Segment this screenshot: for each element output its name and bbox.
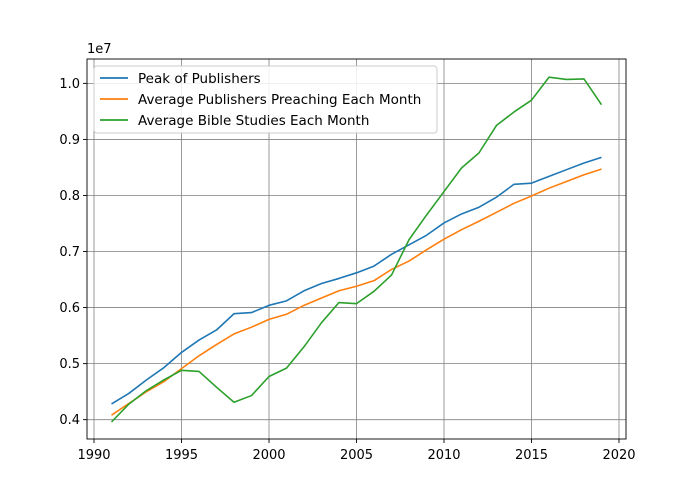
legend-label: Peak of Publishers — [138, 71, 261, 87]
y-tick-label: 0.5 — [59, 357, 80, 372]
legend-label: Average Publishers Preaching Each Month — [138, 92, 421, 108]
y-tick-label: 0.9 — [59, 133, 80, 148]
y-tick-label: 1.0 — [59, 77, 80, 92]
x-tick-label: 2015 — [515, 448, 548, 463]
legend-box — [93, 65, 438, 134]
series-lines — [110, 76, 603, 423]
x-tick-label: 2005 — [340, 448, 373, 463]
y-tick-label: 0.8 — [59, 189, 80, 204]
x-axis: 1990 1995 2000 2005 2010 2015 2020 — [77, 439, 636, 463]
y-tick-label: 0.6 — [59, 301, 80, 316]
series-line-1 — [111, 156, 602, 405]
x-tick-label: 2000 — [252, 448, 285, 463]
x-tick-label: 2020 — [602, 448, 635, 463]
y-offset-label: 1e7 — [87, 42, 112, 57]
y-tick-label: 0.4 — [59, 413, 80, 428]
x-tick-label: 1995 — [165, 448, 198, 463]
x-tick-label: 2010 — [427, 448, 460, 463]
y-tick-label: 0.7 — [59, 245, 80, 260]
x-tick-label: 1990 — [77, 448, 110, 463]
legend-label: Average Bible Studies Each Month — [138, 113, 369, 129]
series-line-3 — [110, 76, 603, 423]
series-line-2 — [111, 168, 602, 416]
legend: Peak of Publishers Average Publishers Pre… — [93, 65, 438, 134]
y-axis: 0.4 0.5 0.6 0.7 0.8 0.9 1.0 — [59, 77, 87, 428]
